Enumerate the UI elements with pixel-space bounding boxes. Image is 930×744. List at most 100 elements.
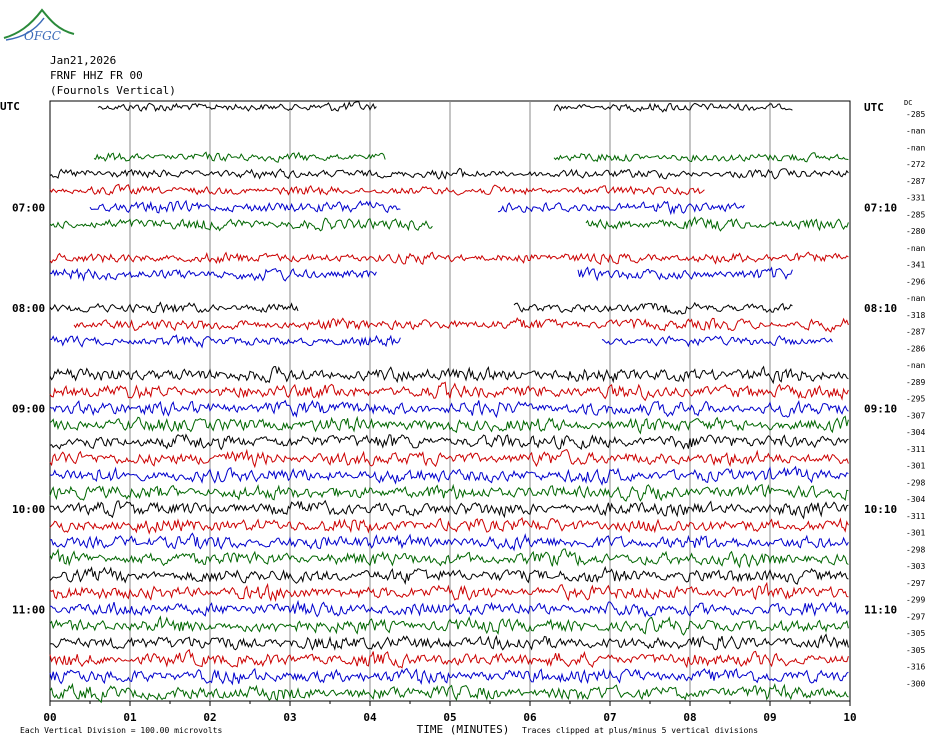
x-tick-label: 06 (523, 711, 537, 724)
trace-segment (49, 399, 849, 419)
dc-offset-label: -297 (906, 579, 925, 588)
trace-segment (601, 335, 833, 348)
dc-offset-label: -nan (906, 294, 925, 303)
trace-segment (577, 266, 793, 282)
left-time-label: 11:00 (12, 603, 45, 616)
trace-segment (553, 102, 793, 113)
logo-swoosh-blue (5, 17, 45, 41)
trace-segment (73, 317, 849, 333)
trace-segment (49, 381, 849, 402)
trace-segment (49, 599, 849, 618)
trace-group (49, 101, 849, 704)
dc-offset-label: -280 (906, 227, 925, 236)
left-time-label: 07:00 (12, 201, 45, 214)
x-tick-label: 02 (203, 711, 216, 724)
x-tick-label: 00 (43, 711, 56, 724)
x-axis-label: TIME (MINUTES) (417, 723, 510, 736)
plot-grid (49, 100, 851, 706)
trace-segment (49, 465, 849, 486)
trace-segment (49, 183, 705, 196)
dc-offset-label: -287 (906, 177, 925, 186)
left-time-label: 08:00 (12, 302, 45, 315)
right-time-label: 10:10 (864, 503, 897, 516)
dc-offset-label: -297 (906, 612, 925, 621)
dc-offset-label: -301 (906, 529, 925, 538)
trace-segment (49, 301, 299, 314)
trace-segment (49, 548, 849, 569)
right-time-label: 08:10 (864, 302, 897, 315)
header-location: (Fournols Vertical) (50, 84, 176, 97)
trace-segment (49, 565, 849, 585)
dc-offset-label: -331 (906, 194, 925, 203)
dc-offset-label: -287 (906, 328, 925, 337)
right-time-label: 09:10 (864, 402, 897, 415)
dc-offset-label: -307 (906, 411, 925, 420)
trace-segment (49, 581, 849, 602)
ofgc-logo: OFGC (3, 8, 75, 43)
dc-offset-label: -304 (906, 495, 925, 504)
trace-segment (585, 216, 849, 232)
trace-segment (49, 217, 433, 232)
footer-scale-note: Each Vertical Division = 100.00 microvol… (20, 726, 222, 735)
trace-segment (49, 334, 401, 349)
x-tick-label: 10 (843, 711, 856, 724)
dc-offset-label: -295 (906, 395, 925, 404)
dc-offset-label: -303 (906, 562, 925, 571)
logo-swoosh (3, 8, 75, 39)
dc-offset-label: -305 (906, 629, 925, 638)
trace-segment (49, 648, 849, 669)
dc-offset-label: -300 (906, 679, 925, 688)
trace-segment (49, 483, 849, 502)
left-time-label: 10:00 (12, 503, 45, 516)
right-time-label: 11:10 (864, 603, 897, 616)
trace-segment (49, 532, 849, 552)
axis-labels: 00 01 02 03 04 05 06 07 08 09 10 TIME (MINUTES) Each… (0, 99, 925, 736)
trace-segment (49, 448, 849, 469)
dc-offset-label: -272 (906, 160, 925, 169)
dc-offset-label: -298 (906, 545, 925, 554)
dc-offset-label: -nan (906, 143, 925, 152)
dc-offset-label: -nan (906, 244, 925, 253)
x-tick-label: 08 (683, 711, 696, 724)
x-tick-label: 03 (283, 711, 296, 724)
trace-segment (93, 151, 386, 163)
logo-text: OFGC (24, 29, 61, 43)
right-time-label: UTC (864, 101, 884, 114)
x-tick-label: 01 (123, 711, 137, 724)
trace-segment (49, 517, 849, 535)
dc-offset-label: -316 (906, 663, 925, 672)
trace-segment (49, 433, 849, 451)
x-tick-label: 07 (603, 711, 616, 724)
dc-offset-label: -nan (906, 361, 925, 370)
dc-offset-label: -285 (906, 210, 925, 219)
trace-segment (49, 499, 849, 520)
dc-offset-label: -311 (906, 445, 925, 454)
trace-segment (49, 682, 849, 704)
trace-segment (553, 152, 849, 163)
trace-segment (513, 301, 793, 316)
trace-segment (49, 415, 849, 435)
trace-segment (49, 633, 849, 651)
trace-segment (49, 615, 849, 636)
dc-offset-label: -298 (906, 478, 925, 487)
dc-offset-label: -305 (906, 646, 925, 655)
trace-segment (97, 101, 377, 112)
trace-segment (497, 200, 745, 216)
trace-segment (49, 365, 849, 385)
right-dc-label: DC (904, 99, 912, 107)
dc-offset-label: -341 (906, 261, 925, 270)
dc-offset-label: -304 (906, 428, 925, 437)
dc-offset-label: -289 (906, 378, 925, 387)
trace-segment (49, 267, 377, 282)
x-tick-label: 09 (763, 711, 776, 724)
trace-segment (89, 199, 401, 214)
dc-offset-label: -285 (906, 110, 925, 119)
trace-segment (49, 251, 849, 266)
footer-clip-note: Traces clipped at plus/minus 5 vertical … (522, 726, 758, 735)
left-time-label: 09:00 (12, 402, 45, 415)
dc-offset-label: -296 (906, 277, 925, 286)
trace-segment (49, 167, 849, 180)
right-time-label: 07:10 (864, 201, 897, 214)
dc-offset-label: -301 (906, 462, 925, 471)
x-tick-label: 04 (363, 711, 377, 724)
